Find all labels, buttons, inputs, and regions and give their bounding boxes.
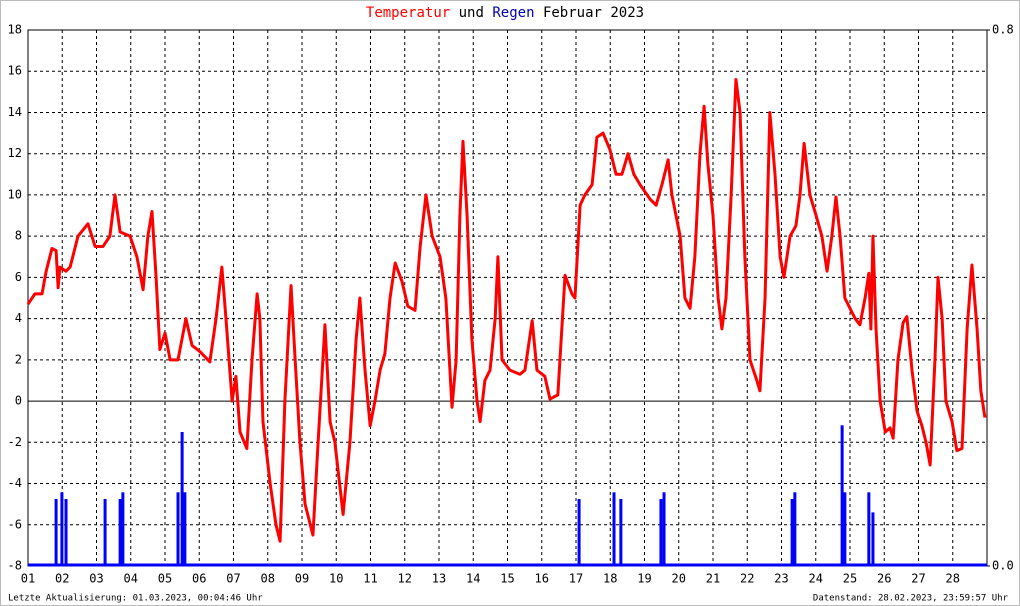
y-tick-label: -6	[8, 517, 22, 531]
y-tick-label: -2	[8, 435, 22, 449]
x-tick-label: 20	[672, 572, 686, 586]
x-tick-label: 03	[89, 572, 103, 586]
rain-bar	[180, 432, 184, 566]
title-und: und	[459, 5, 484, 21]
rain-bar	[662, 492, 666, 566]
rain-bar	[793, 492, 797, 566]
title-rain: Regen	[492, 5, 534, 21]
y-tick-label: 8	[15, 229, 22, 243]
x-tick-label: 18	[603, 572, 617, 586]
x-tick-label: 23	[774, 572, 788, 586]
x-tick-label: 07	[226, 572, 240, 586]
y-tick-label: 4	[15, 311, 22, 325]
x-tick-label: 08	[261, 572, 275, 586]
x-tick-label: 12	[398, 572, 412, 586]
rain-bar	[840, 425, 844, 566]
x-tick-label: 04	[124, 572, 138, 586]
rain-bar	[121, 492, 125, 566]
y2-tick-label: 0.0	[992, 559, 1014, 573]
x-tick-label: 15	[500, 572, 514, 586]
rain-bar	[790, 499, 794, 566]
rain-bar	[118, 499, 122, 566]
x-tick-label: 25	[843, 572, 857, 586]
y-tick-label: -8	[8, 559, 22, 573]
y-tick-label: 0	[15, 394, 22, 408]
x-tick-label: 09	[295, 572, 309, 586]
x-tick-label: 11	[363, 572, 377, 586]
x-tick-label: 21	[706, 572, 720, 586]
x-tick-label: 14	[466, 572, 480, 586]
x-tick-label: 22	[740, 572, 754, 586]
x-tick-label: 17	[569, 572, 583, 586]
rain-bar	[871, 512, 875, 566]
footer-left: Letzte Aktualisierung: 01.03.2023, 00:04…	[8, 594, 263, 604]
x-tick-label: 27	[911, 572, 925, 586]
y-tick-label: 14	[8, 105, 22, 119]
rain-bar	[843, 492, 847, 566]
y-tick-label: 16	[8, 64, 22, 78]
rain-bar	[60, 492, 64, 566]
x-tick-label: 10	[329, 572, 343, 586]
footer-right: Datenstand: 28.02.2023, 23:59:57 Uhr	[813, 594, 1009, 604]
rain-bar	[659, 499, 663, 566]
rain-bar	[183, 492, 187, 566]
temperature-line	[26, 77, 987, 543]
chart-title: Temperatur und Regen Februar 2023	[366, 5, 644, 21]
x-tick-label: 16	[535, 572, 549, 586]
x-tick-label: 24	[809, 572, 823, 586]
x-tick-label: 26	[877, 572, 891, 586]
rain-bar	[64, 499, 68, 566]
rain-bar	[619, 499, 623, 566]
x-tick-label: 01	[21, 572, 35, 586]
y-tick-label: 2	[15, 352, 22, 366]
rain-bar	[612, 492, 616, 566]
rain-bar	[103, 499, 107, 566]
x-tick-label: 02	[55, 572, 69, 586]
rain-bar	[867, 492, 871, 566]
x-tick-label: 13	[432, 572, 446, 586]
y-tick-label: 12	[8, 146, 22, 160]
x-tick-label: 05	[158, 572, 172, 586]
rain-bar	[54, 499, 58, 566]
title-temp: Temperatur	[366, 5, 450, 21]
x-tick-label: 28	[946, 572, 960, 586]
rain-bar	[176, 492, 180, 566]
rain-bar	[577, 499, 581, 566]
y-tick-label: -4	[8, 476, 22, 490]
x-tick-label: 06	[192, 572, 206, 586]
y-tick-label: 10	[8, 187, 22, 201]
x-tick-label: 19	[637, 572, 651, 586]
title-suffix: Februar 2023	[543, 5, 644, 21]
y-tick-label: 6	[15, 270, 22, 284]
y-tick-label: 18	[8, 23, 22, 37]
y2-tick-label: 0.8	[992, 23, 1014, 37]
